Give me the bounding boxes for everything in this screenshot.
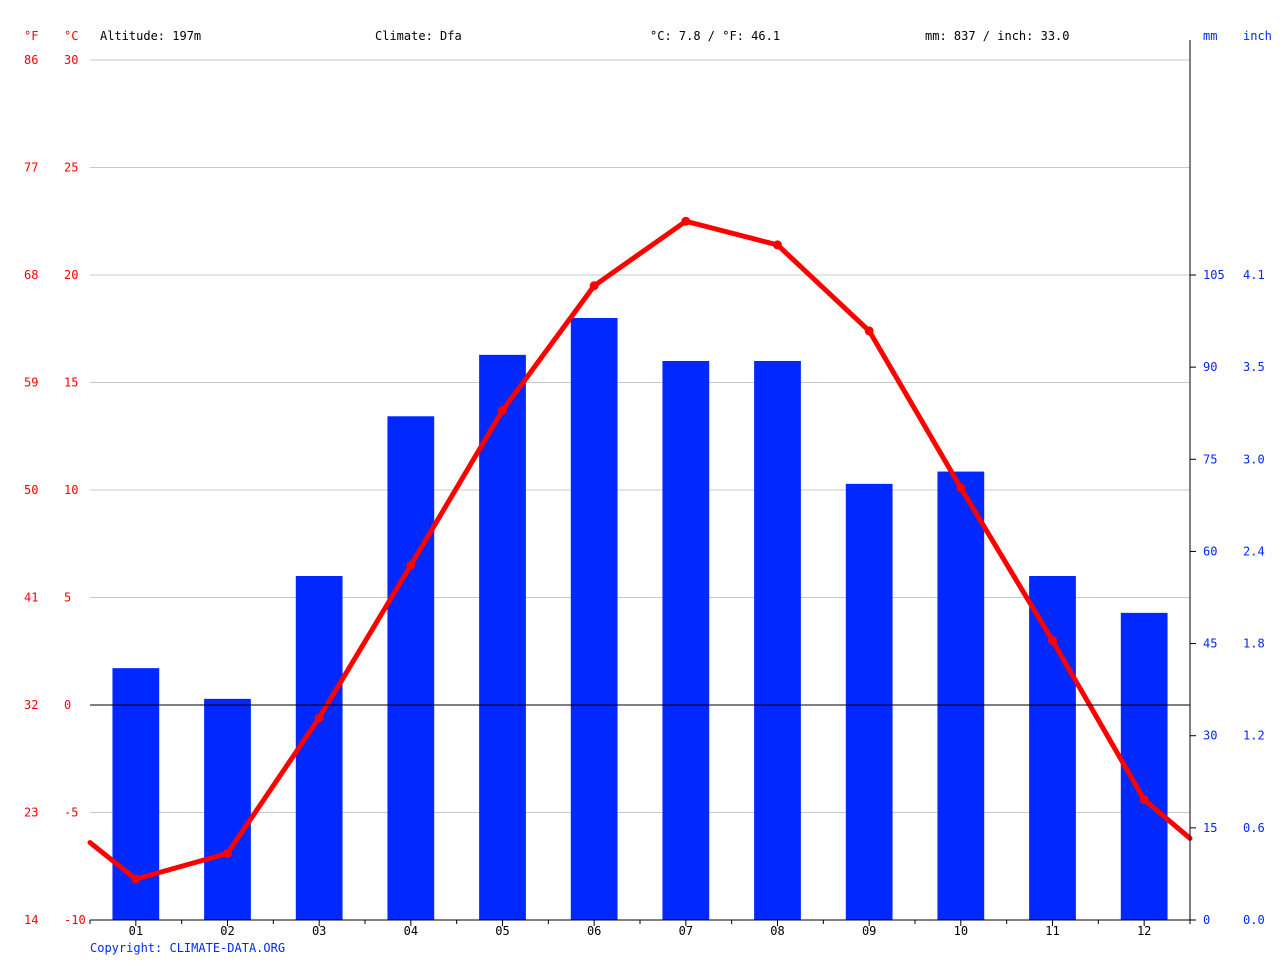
y-tick-mm: 90: [1203, 360, 1217, 374]
y-tick-fahrenheit: 50: [24, 483, 38, 497]
y-tick-fahrenheit: 77: [24, 161, 38, 175]
y-tick-fahrenheit: 41: [24, 591, 38, 605]
x-tick-label: 08: [770, 924, 784, 938]
precipitation-bar: [479, 354, 526, 920]
unit-celsius-label: °C: [64, 29, 78, 43]
x-tick-label: 01: [129, 924, 143, 938]
y-tick-fahrenheit: 86: [24, 53, 38, 67]
precipitation-summary: mm: 837 / inch: 33.0: [925, 29, 1070, 43]
y-tick-inch: 2.4: [1243, 544, 1265, 558]
y-tick-fahrenheit: 32: [24, 698, 38, 712]
unit-mm-label: mm: [1203, 29, 1217, 43]
temperature-point: [773, 240, 782, 250]
temperature-point: [681, 216, 691, 226]
temperature-point: [1139, 795, 1149, 805]
y-tick-fahrenheit: 14: [24, 913, 38, 927]
x-tick-label: 09: [862, 924, 876, 938]
precipitation-bar: [570, 318, 618, 920]
temperature-point: [131, 874, 141, 884]
x-tick-label: 04: [404, 924, 418, 938]
precipitation-bar: [387, 416, 435, 920]
y-tick-celsius: 10: [64, 483, 78, 497]
x-tick-label: 10: [954, 924, 968, 938]
grid-layer: [90, 59, 1190, 921]
temperature-point: [864, 326, 874, 336]
x-tick-label: 07: [679, 924, 693, 938]
y-tick-inch: 4.1: [1243, 268, 1265, 282]
y-tick-fahrenheit: 23: [24, 806, 38, 820]
temperature-summary: °C: 7.8 / °F: 46.1: [650, 29, 780, 43]
y-tick-celsius: -10: [64, 913, 86, 927]
y-tick-inch: 1.2: [1243, 729, 1265, 743]
climate-label: Climate: Dfa: [375, 29, 462, 43]
precipitation-bar: [754, 361, 801, 920]
precipitation-bars: [112, 318, 1168, 920]
x-tick-label: 06: [587, 924, 601, 938]
temperature-point: [223, 848, 232, 858]
altitude-label: Altitude: 197m: [100, 29, 201, 43]
temperature-point: [498, 405, 507, 415]
y-tick-celsius: 30: [64, 53, 78, 67]
y-tick-celsius: 0: [64, 698, 71, 712]
y-tick-celsius: 15: [64, 376, 78, 390]
temperature-line-layer: [87, 216, 1193, 884]
temperature-line: [87, 218, 1193, 882]
y-tick-inch: 3.0: [1243, 452, 1265, 466]
y-tick-inch: 1.8: [1243, 637, 1265, 651]
precipitation-bar: [204, 698, 251, 920]
y-tick-celsius: 20: [64, 268, 78, 282]
temperature-point: [1048, 636, 1057, 645]
x-tick-label: 12: [1137, 924, 1151, 938]
y-tick-mm: 105: [1203, 268, 1225, 282]
x-tick-label: 03: [312, 924, 326, 938]
x-tick-label: 05: [495, 924, 509, 938]
precipitation-bar: [295, 576, 343, 920]
temperature-point: [956, 483, 966, 493]
y-tick-inch: 0.6: [1243, 821, 1265, 835]
y-tick-mm: 75: [1203, 452, 1217, 466]
temperature-point: [314, 713, 324, 723]
y-tick-celsius: 25: [64, 161, 78, 175]
temperature-point: [589, 281, 599, 291]
precipitation-bar: [1029, 576, 1076, 920]
y-tick-celsius: 5: [64, 591, 71, 605]
y-tick-mm: 0: [1203, 913, 1210, 927]
y-tick-fahrenheit: 68: [24, 268, 38, 282]
copyright-label: Copyright: CLIMATE-DATA.ORG: [90, 941, 285, 955]
y-tick-fahrenheit: 59: [24, 376, 38, 390]
x-tick-label: 02: [220, 924, 234, 938]
precipitation-bar: [1120, 612, 1168, 920]
x-tick-label: 11: [1045, 924, 1059, 938]
y-tick-inch: 0.0: [1243, 913, 1265, 927]
y-tick-celsius: -5: [64, 806, 78, 820]
y-tick-inch: 3.5: [1243, 360, 1265, 374]
unit-fahrenheit-label: °F: [24, 29, 38, 43]
y-tick-mm: 30: [1203, 729, 1217, 743]
precipitation-bar: [662, 361, 710, 920]
y-tick-mm: 60: [1203, 544, 1217, 558]
unit-inch-label: inch: [1243, 29, 1272, 43]
precipitation-bar: [845, 483, 893, 920]
precipitation-bar: [937, 471, 985, 920]
y-tick-mm: 15: [1203, 821, 1217, 835]
y-tick-mm: 45: [1203, 637, 1217, 651]
temperature-point: [406, 560, 416, 570]
